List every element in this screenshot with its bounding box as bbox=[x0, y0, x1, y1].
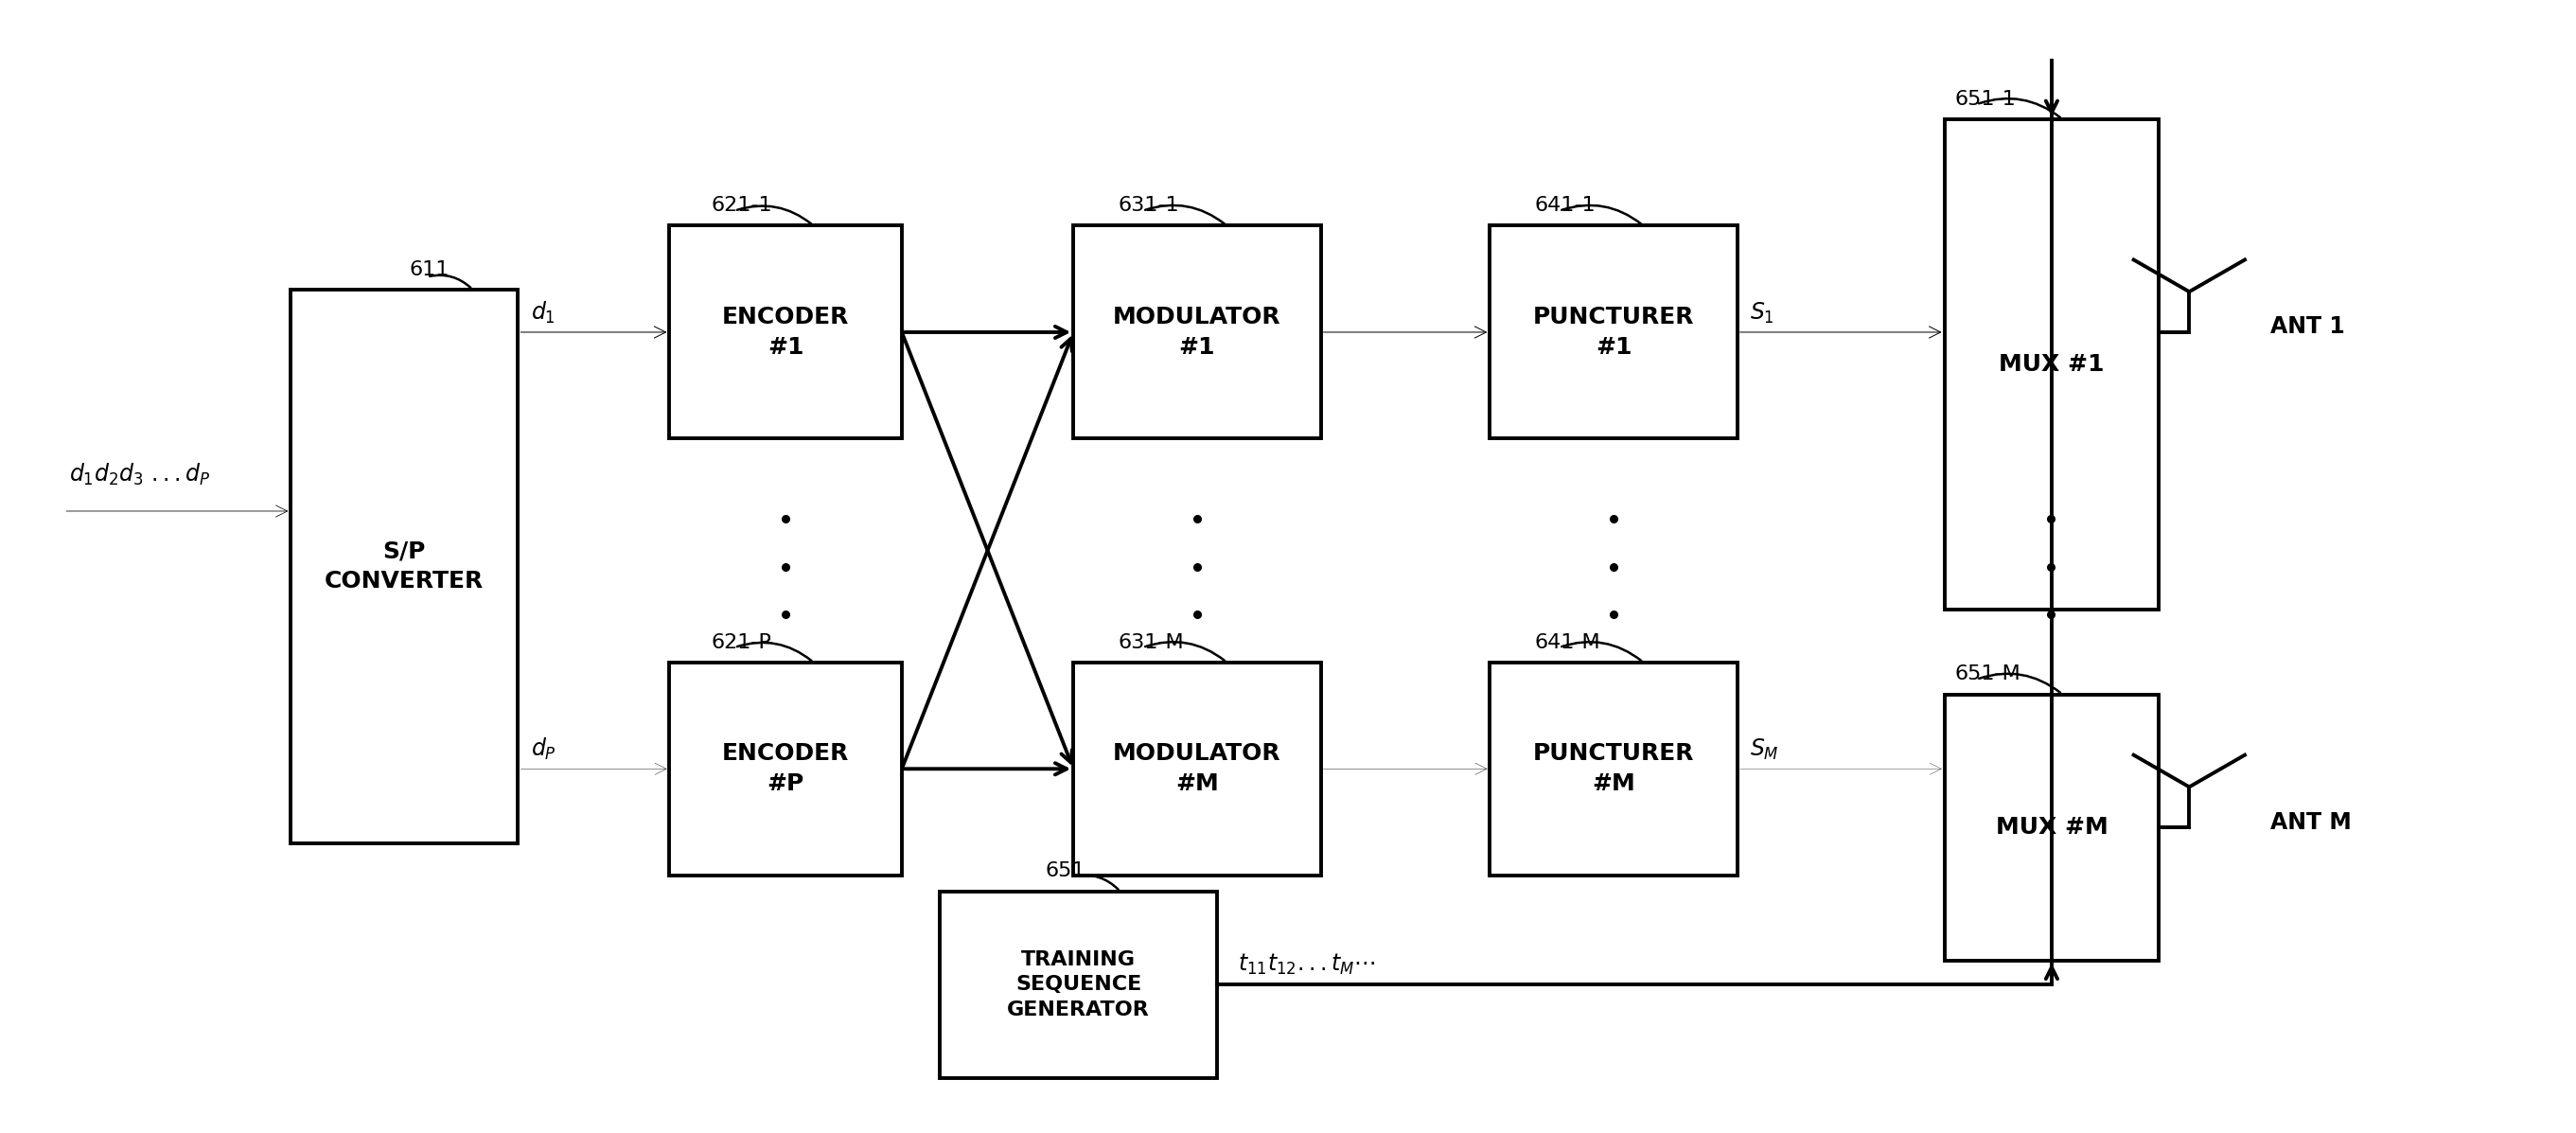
Text: 641-1: 641-1 bbox=[1535, 196, 1595, 215]
Text: 641-M: 641-M bbox=[1535, 632, 1600, 651]
FancyBboxPatch shape bbox=[670, 663, 902, 876]
Text: $d_P$: $d_P$ bbox=[531, 736, 556, 761]
Text: 611: 611 bbox=[410, 259, 448, 279]
Text: ANT 1: ANT 1 bbox=[2269, 315, 2344, 339]
Text: $d_1d_2d_3\ ...d_P$: $d_1d_2d_3\ ...d_P$ bbox=[70, 462, 211, 487]
FancyBboxPatch shape bbox=[291, 290, 518, 843]
Text: 651: 651 bbox=[1046, 862, 1084, 880]
Text: 631-1: 631-1 bbox=[1118, 196, 1180, 215]
Text: MODULATOR
#1: MODULATOR #1 bbox=[1113, 306, 1280, 358]
FancyBboxPatch shape bbox=[1945, 119, 2159, 610]
Text: PUNCTURER
#1: PUNCTURER #1 bbox=[1533, 306, 1695, 358]
Text: $t_{11}t_{12}...t_M\cdots$: $t_{11}t_{12}...t_M\cdots$ bbox=[1236, 952, 1376, 977]
Text: PUNCTURER
#M: PUNCTURER #M bbox=[1533, 742, 1695, 795]
Text: MUX #1: MUX #1 bbox=[1999, 352, 2105, 375]
FancyBboxPatch shape bbox=[1074, 225, 1321, 438]
Text: ANT M: ANT M bbox=[2269, 811, 2352, 834]
Text: ENCODER
#P: ENCODER #P bbox=[721, 742, 850, 795]
Text: 621-P: 621-P bbox=[711, 632, 773, 651]
Text: S/P
CONVERTER: S/P CONVERTER bbox=[325, 540, 484, 593]
Text: 631-M: 631-M bbox=[1118, 632, 1185, 651]
Text: TRAINING
SEQUENCE
GENERATOR: TRAINING SEQUENCE GENERATOR bbox=[1007, 951, 1149, 1019]
Text: 651-1: 651-1 bbox=[1955, 90, 2017, 109]
Text: 621-1: 621-1 bbox=[711, 196, 773, 215]
Text: ENCODER
#1: ENCODER #1 bbox=[721, 306, 850, 358]
Text: $S_1$: $S_1$ bbox=[1749, 300, 1775, 325]
FancyBboxPatch shape bbox=[1074, 663, 1321, 876]
FancyBboxPatch shape bbox=[940, 892, 1218, 1077]
FancyBboxPatch shape bbox=[1945, 695, 2159, 961]
FancyBboxPatch shape bbox=[670, 225, 902, 438]
FancyBboxPatch shape bbox=[1489, 663, 1736, 876]
Text: $d_1$: $d_1$ bbox=[531, 299, 556, 325]
Text: MUX #M: MUX #M bbox=[1996, 816, 2107, 838]
Text: $S_M$: $S_M$ bbox=[1749, 738, 1780, 761]
Text: 651-M: 651-M bbox=[1955, 665, 2022, 683]
Text: MODULATOR
#M: MODULATOR #M bbox=[1113, 742, 1280, 795]
FancyBboxPatch shape bbox=[1489, 225, 1736, 438]
